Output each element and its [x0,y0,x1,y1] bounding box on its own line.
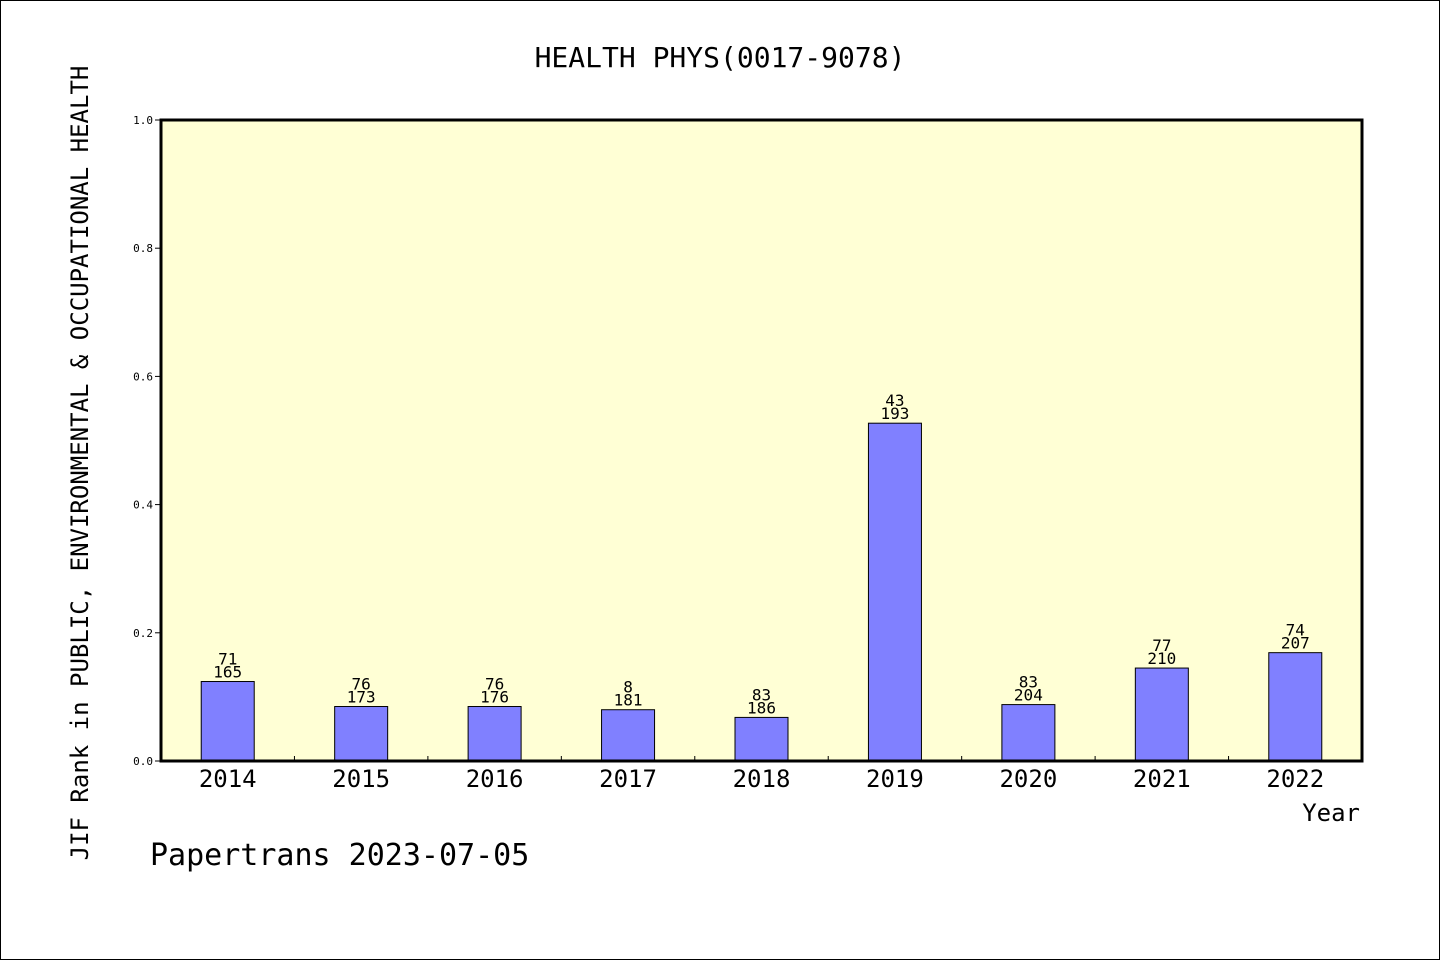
bar-total-label: 204 [1014,686,1043,705]
bar-total-label: 210 [1147,649,1176,668]
x-tick-label: 2016 [466,765,524,793]
y-tick-label: 0.0 [133,755,153,768]
bars-layer [200,422,1323,762]
bar-2014 [200,681,255,762]
bar-rank-label: 8 [623,678,633,697]
y-ticks-layer: 0.0 0.2 0.4 0.6 0.8 1.0 [133,114,161,768]
bar-rank-label: 76 [352,675,371,694]
bar-rank-label: 74 [1286,621,1305,640]
bar-total-label: 181 [614,691,643,710]
x-tick-label: 2022 [1266,765,1324,793]
y-tick-label: 0.6 [133,370,153,383]
bar-2015 [334,706,389,762]
x-tick-label: 2015 [332,765,390,793]
bar-total-label: 165 [213,663,242,682]
bar-total-label: 193 [880,404,909,423]
y-tick-label: 0.8 [133,242,153,255]
bar-total-label: 173 [347,688,376,707]
x-axis-label: Year [1302,799,1360,827]
x-tick-label: 2018 [733,765,791,793]
chart-title: HEALTH PHYS(0017-9078) [535,41,906,74]
bar-total-label: 207 [1281,634,1310,653]
bar-rank-label: 71 [218,650,237,669]
bar-2016 [467,706,522,762]
bar-2017 [601,709,656,762]
x-tick-label: 2021 [1133,765,1191,793]
x-tick-label: 2017 [599,765,657,793]
y-tick-label: 0.2 [133,627,153,640]
x-ticks-layer: 2014 2015 2016 2017 2018 2019 2020 2021 2022 [199,756,1324,793]
bar-2019 [867,422,922,762]
bar-rank-label: 76 [485,675,504,694]
y-tick-label: 1.0 [133,114,153,127]
x-tick-label: 2014 [199,765,257,793]
bar-rank-label: 83 [1019,673,1038,692]
y-tick-label: 0.4 [133,499,153,512]
x-tick-label: 2019 [866,765,924,793]
bar-2022 [1268,652,1323,762]
x-tick-label: 2020 [999,765,1057,793]
y-axis-label: JIF Rank in PUBLIC, ENVIRONMENTAL & OCCU… [66,66,94,861]
footer-text: Papertrans 2023-07-05 [150,838,529,873]
bar-2020 [1001,704,1056,762]
plot-area [161,120,1362,761]
bar-2021 [1134,667,1189,762]
bar-total-label: 186 [747,698,776,717]
bar-rank-label: 83 [752,685,771,704]
bar-rank-label: 43 [885,391,904,410]
bar-rank-label: 77 [1152,636,1171,655]
bar-total-label: 176 [480,688,509,707]
bar-2018 [734,716,789,762]
plot-border [159,118,1364,763]
